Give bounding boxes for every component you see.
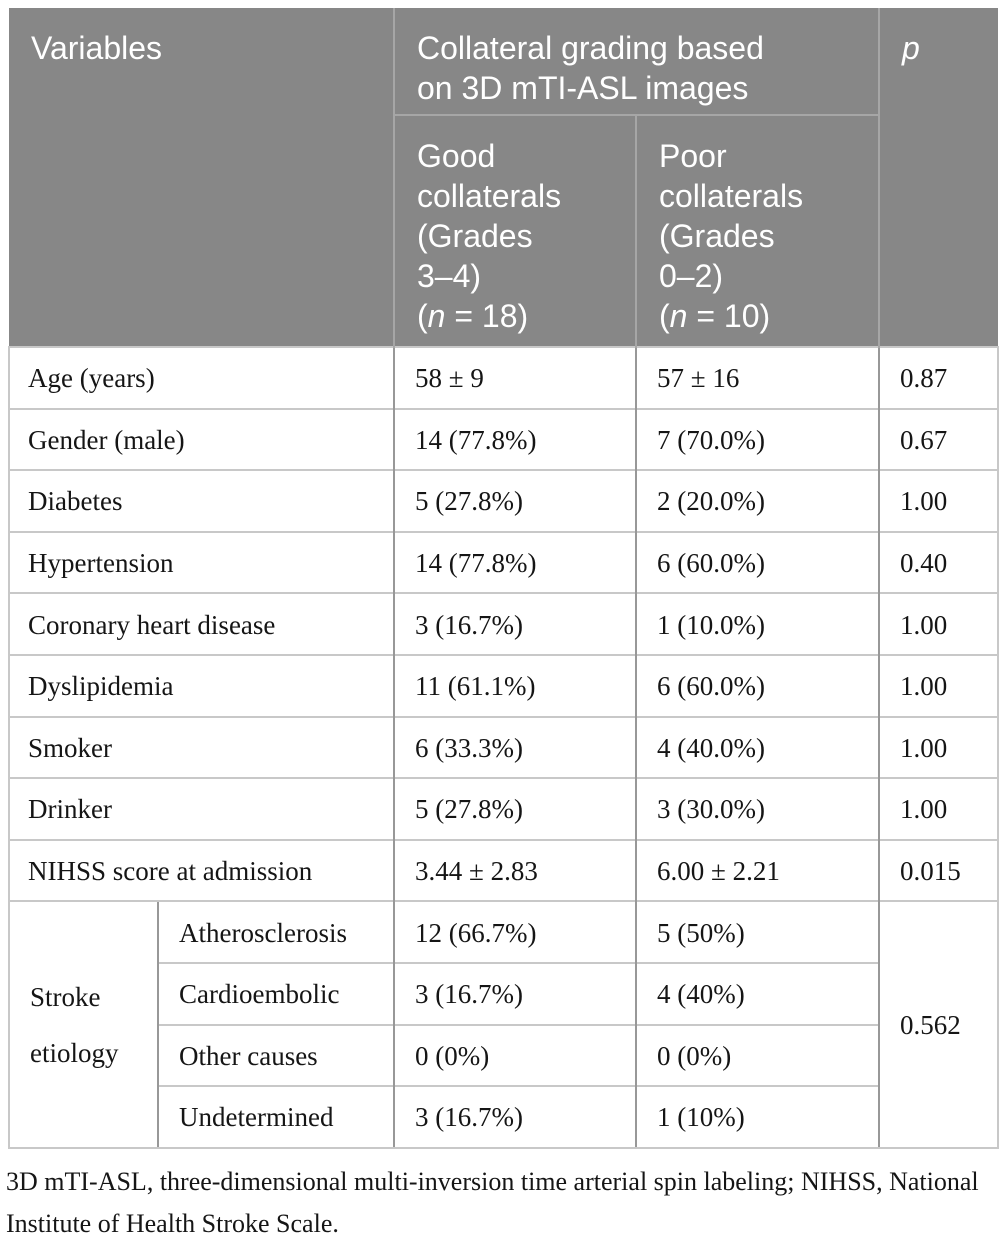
- cell-poor-value: 6 (60.0%): [634, 530, 880, 594]
- good-collaterals-label: Good collaterals (Grades 3–4): [417, 138, 562, 294]
- cell-poor-value: 1 (10%): [634, 1085, 880, 1149]
- table-row-dyslipidemia: Dyslipidemia 11 (61.1%) 6 (60.0%) 1.00: [8, 653, 1000, 717]
- header-row-group: Variables Collateral grading based on 3D…: [9, 8, 999, 347]
- patient-characteristics-table: Variables Collateral grading based on 3D…: [8, 8, 1000, 1149]
- paren-open: (: [417, 298, 428, 334]
- column-header-good-collaterals: Good collaterals (Grades 3–4) (n = 18): [393, 115, 636, 347]
- cell-good-value: 14 (77.8%): [393, 530, 636, 594]
- cell-poor-value: 0 (0%): [634, 1023, 880, 1087]
- cell-good-value: 12 (66.7%): [393, 900, 636, 963]
- cell-poor-value: 6 (60.0%): [634, 653, 880, 717]
- cell-poor-value: 6.00 ± 2.21: [634, 838, 880, 902]
- cell-poor-value: 3 (30.0%): [634, 777, 880, 840]
- cell-p-value: 0.87: [878, 346, 1000, 409]
- table-row-etiology-undetermined: Undetermined 3 (16.7%) 1 (10%): [9, 1085, 998, 1149]
- table-row-hypertension: Hypertension 14 (77.8%) 6 (60.0%) 0.40: [8, 530, 1000, 594]
- cell-poor-value: 7 (70.0%): [634, 407, 880, 471]
- row-sublabel: Undetermined: [157, 1085, 394, 1149]
- row-group-label-stroke-etiology: Stroke etiology: [8, 900, 158, 1149]
- row-label: Gender (male): [8, 407, 394, 471]
- paren-open: (: [659, 298, 670, 334]
- header-row-subgroups: Good collaterals (Grades 3–4) (n = 18) P…: [9, 115, 998, 347]
- cell-p-value: 1.00: [878, 777, 1000, 840]
- row-sublabel: Atherosclerosis: [157, 900, 394, 963]
- group-header-label: Collateral grading based on 3D mTI-ASL i…: [417, 30, 764, 106]
- row-label: NIHSS score at admission: [8, 838, 394, 902]
- table-row-drinker: Drinker 5 (27.8%) 3 (30.0%) 1.00: [8, 777, 1000, 840]
- cell-p-value: 0.015: [878, 838, 1000, 902]
- table-row-nihss-score: NIHSS score at admission 3.44 ± 2.83 6.0…: [8, 838, 1000, 902]
- cell-p-value: 1.00: [878, 653, 1000, 717]
- row-label: Hypertension: [8, 530, 394, 594]
- cell-p-value: 1.00: [878, 592, 1000, 655]
- table-row-gender: Gender (male) 14 (77.8%) 7 (70.0%) 0.67: [8, 407, 1000, 471]
- row-label: Coronary heart disease: [8, 592, 394, 655]
- table-body: Age (years) 58 ± 9 57 ± 16 0.87 Gender (…: [8, 346, 1000, 1149]
- cell-good-value: 11 (61.1%): [393, 653, 636, 717]
- p-header-label: p: [902, 30, 920, 66]
- cell-good-value: 14 (77.8%): [393, 407, 636, 471]
- column-header-variables: Variables: [9, 8, 394, 347]
- row-sublabel: Other causes: [157, 1023, 394, 1087]
- table-row-smoker: Smoker 6 (33.3%) 4 (40.0%) 1.00: [8, 715, 1000, 779]
- table-row-etiology-cardioembolic: Cardioembolic 3 (16.7%) 4 (40%): [9, 961, 998, 1025]
- n-value: = 10): [687, 298, 771, 334]
- cell-good-value: 0 (0%): [393, 1023, 636, 1087]
- cell-good-value: 5 (27.8%): [393, 777, 636, 840]
- cell-poor-value: 1 (10.0%): [634, 592, 880, 655]
- cell-p-value: 1.00: [878, 469, 1000, 532]
- cell-poor-value: 4 (40%): [634, 961, 880, 1025]
- table-row-coronary-heart-disease: Coronary heart disease 3 (16.7%) 1 (10.0…: [8, 592, 1000, 655]
- variables-header-label: Variables: [31, 30, 163, 66]
- poor-collaterals-label: Poor collaterals (Grades 0–2): [659, 138, 804, 294]
- cell-p-value: 0.40: [878, 530, 1000, 594]
- row-label: Age (years): [8, 346, 394, 409]
- good-collaterals-n-count: (n = 18): [417, 296, 627, 336]
- cell-good-value: 3 (16.7%): [393, 1085, 636, 1149]
- n-value: = 18): [445, 298, 529, 334]
- column-header-poor-collaterals: Poor collaterals (Grades 0–2) (n = 10): [634, 115, 880, 347]
- n-symbol: n: [427, 298, 446, 334]
- table-footnote: 3D mTI-ASL, three-dimensional multi-inve…: [6, 1166, 979, 1238]
- column-group-header-collateral-grading: Collateral grading based on 3D mTI-ASL i…: [392, 8, 880, 116]
- table-row-etiology-atherosclerosis: Stroke etiology Atherosclerosis 12 (66.7…: [8, 900, 1000, 1149]
- table-row-diabetes: Diabetes 5 (27.8%) 2 (20.0%) 1.00: [8, 469, 1000, 532]
- cell-p-value: 0.67: [878, 407, 1000, 471]
- row-label: Drinker: [8, 777, 394, 840]
- cell-poor-value: 2 (20.0%): [634, 469, 880, 532]
- cell-poor-value: 4 (40.0%): [634, 715, 880, 779]
- cell-good-value: 5 (27.8%): [393, 469, 636, 532]
- row-label: Smoker: [8, 715, 394, 779]
- table-header: Variables Collateral grading based on 3D…: [9, 8, 999, 347]
- column-header-p: p: [878, 8, 999, 347]
- cell-good-value: 6 (33.3%): [393, 715, 636, 779]
- cell-good-value: 3 (16.7%): [393, 961, 636, 1025]
- poor-collaterals-n-count: (n = 10): [659, 296, 870, 336]
- cell-poor-value: 5 (50%): [634, 900, 880, 963]
- table-row-etiology-other-causes: Other causes 0 (0%) 0 (0%): [9, 1023, 998, 1087]
- cell-poor-value: 57 ± 16: [634, 346, 880, 409]
- cell-p-value-etiology: 0.562: [878, 900, 1000, 1149]
- row-label: Dyslipidemia: [8, 653, 394, 717]
- cell-good-value: 3.44 ± 2.83: [393, 838, 636, 902]
- table-row-age: Age (years) 58 ± 9 57 ± 16 0.87: [8, 346, 1000, 409]
- row-label: Diabetes: [8, 469, 394, 532]
- n-symbol: n: [669, 298, 688, 334]
- row-sublabel: Cardioembolic: [157, 961, 394, 1025]
- cell-good-value: 3 (16.7%): [393, 592, 636, 655]
- cell-good-value: 58 ± 9: [393, 346, 636, 409]
- cell-p-value: 1.00: [878, 715, 1000, 779]
